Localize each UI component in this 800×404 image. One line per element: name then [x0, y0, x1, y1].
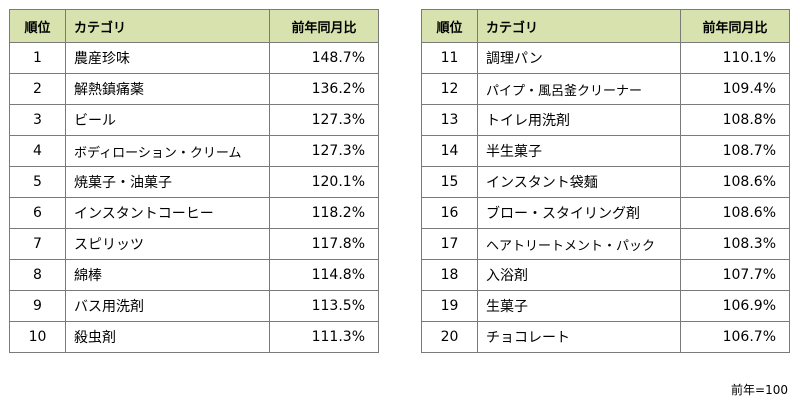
rank-cell: 9 [9, 290, 66, 322]
rank-cell: 18 [421, 259, 478, 291]
table-row: 6 インスタントコーヒー 118.2% [9, 197, 379, 229]
table-row: 12 パイプ・風呂釜クリーナー 109.4% [421, 73, 790, 105]
ratio-cell: 108.7% [680, 135, 790, 167]
table-row: 19 生菓子 106.9% [421, 290, 790, 322]
category-cell: 入浴剤 [477, 259, 681, 291]
ratio-cell: 109.4% [680, 73, 790, 105]
ratio-cell: 110.1% [680, 42, 790, 74]
ratio-cell: 108.3% [680, 228, 790, 260]
header-rank: 順位 [421, 9, 478, 43]
ratio-cell: 108.6% [680, 166, 790, 198]
rank-cell: 12 [421, 73, 478, 105]
table-row: 5 焼菓子・油菓子 120.1% [9, 166, 379, 198]
category-cell: ヘアトリートメント・パック [477, 228, 681, 260]
ratio-cell: 113.5% [269, 290, 379, 322]
rank-cell: 15 [421, 166, 478, 198]
header-category: カテゴリ [477, 9, 681, 43]
category-cell: 殺虫剤 [65, 321, 270, 353]
ratio-cell: 148.7% [269, 42, 379, 74]
ranking-table-left: 順位 カテゴリ 前年同月比 1 農産珍味 148.7% 2 解熱鎮痛薬 136.… [9, 9, 379, 353]
ratio-cell: 127.3% [269, 104, 379, 136]
category-cell: インスタントコーヒー [65, 197, 270, 229]
ratio-cell: 107.7% [680, 259, 790, 291]
rank-cell: 5 [9, 166, 66, 198]
category-cell: ボディローション・クリーム [65, 135, 270, 167]
ratio-cell: 106.7% [680, 321, 790, 353]
category-cell: 生菓子 [477, 290, 681, 322]
table-row: 1 農産珍味 148.7% [9, 42, 379, 74]
ratio-cell: 111.3% [269, 321, 379, 353]
category-cell: 農産珍味 [65, 42, 270, 74]
rank-cell: 8 [9, 259, 66, 291]
category-cell: ビール [65, 104, 270, 136]
rank-cell: 19 [421, 290, 478, 322]
category-cell: 半生菓子 [477, 135, 681, 167]
table-row: 9 バス用洗剤 113.5% [9, 290, 379, 322]
table-header-row: 順位 カテゴリ 前年同月比 [421, 9, 790, 43]
category-cell: 綿棒 [65, 259, 270, 291]
category-cell: 焼菓子・油菓子 [65, 166, 270, 198]
rank-cell: 11 [421, 42, 478, 74]
category-cell: インスタント袋麺 [477, 166, 681, 198]
table-row: 13 トイレ用洗剤 108.8% [421, 104, 790, 136]
rank-cell: 6 [9, 197, 66, 229]
category-cell: 解熱鎮痛薬 [65, 73, 270, 105]
rank-cell: 14 [421, 135, 478, 167]
header-ratio: 前年同月比 [680, 9, 790, 43]
ranking-table-right: 順位 カテゴリ 前年同月比 11 調理パン 110.1% 12 パイプ・風呂釜ク… [421, 9, 790, 353]
header-ratio: 前年同月比 [269, 9, 379, 43]
table-row: 11 調理パン 110.1% [421, 42, 790, 74]
ratio-cell: 120.1% [269, 166, 379, 198]
rank-cell: 16 [421, 197, 478, 229]
ratio-cell: 136.2% [269, 73, 379, 105]
rank-cell: 10 [9, 321, 66, 353]
category-cell: 調理パン [477, 42, 681, 74]
ratio-cell: 118.2% [269, 197, 379, 229]
category-cell: チョコレート [477, 321, 681, 353]
rank-cell: 7 [9, 228, 66, 260]
rank-cell: 4 [9, 135, 66, 167]
table-row: 17 ヘアトリートメント・パック 108.3% [421, 228, 790, 260]
table-row: 20 チョコレート 106.7% [421, 321, 790, 353]
table-row: 7 スピリッツ 117.8% [9, 228, 379, 260]
rank-cell: 1 [9, 42, 66, 74]
rank-cell: 3 [9, 104, 66, 136]
rank-cell: 20 [421, 321, 478, 353]
category-cell: ブロー・スタイリング剤 [477, 197, 681, 229]
table-row: 18 入浴剤 107.7% [421, 259, 790, 291]
table-row: 4 ボディローション・クリーム 127.3% [9, 135, 379, 167]
table-row: 10 殺虫剤 111.3% [9, 321, 379, 353]
category-cell: トイレ用洗剤 [477, 104, 681, 136]
header-rank: 順位 [9, 9, 66, 43]
table-row: 16 ブロー・スタイリング剤 108.6% [421, 197, 790, 229]
table-header-row: 順位 カテゴリ 前年同月比 [9, 9, 379, 43]
table-row: 3 ビール 127.3% [9, 104, 379, 136]
base-note: 前年=100 [731, 383, 788, 397]
table-row: 15 インスタント袋麺 108.6% [421, 166, 790, 198]
table-row: 14 半生菓子 108.7% [421, 135, 790, 167]
ratio-cell: 127.3% [269, 135, 379, 167]
rank-cell: 13 [421, 104, 478, 136]
rank-cell: 17 [421, 228, 478, 260]
ratio-cell: 108.8% [680, 104, 790, 136]
table-row: 8 綿棒 114.8% [9, 259, 379, 291]
ratio-cell: 108.6% [680, 197, 790, 229]
category-cell: バス用洗剤 [65, 290, 270, 322]
ratio-cell: 114.8% [269, 259, 379, 291]
table-row: 2 解熱鎮痛薬 136.2% [9, 73, 379, 105]
rank-cell: 2 [9, 73, 66, 105]
header-category: カテゴリ [65, 9, 270, 43]
ratio-cell: 106.9% [680, 290, 790, 322]
category-cell: パイプ・風呂釜クリーナー [477, 73, 681, 105]
ratio-cell: 117.8% [269, 228, 379, 260]
category-cell: スピリッツ [65, 228, 270, 260]
